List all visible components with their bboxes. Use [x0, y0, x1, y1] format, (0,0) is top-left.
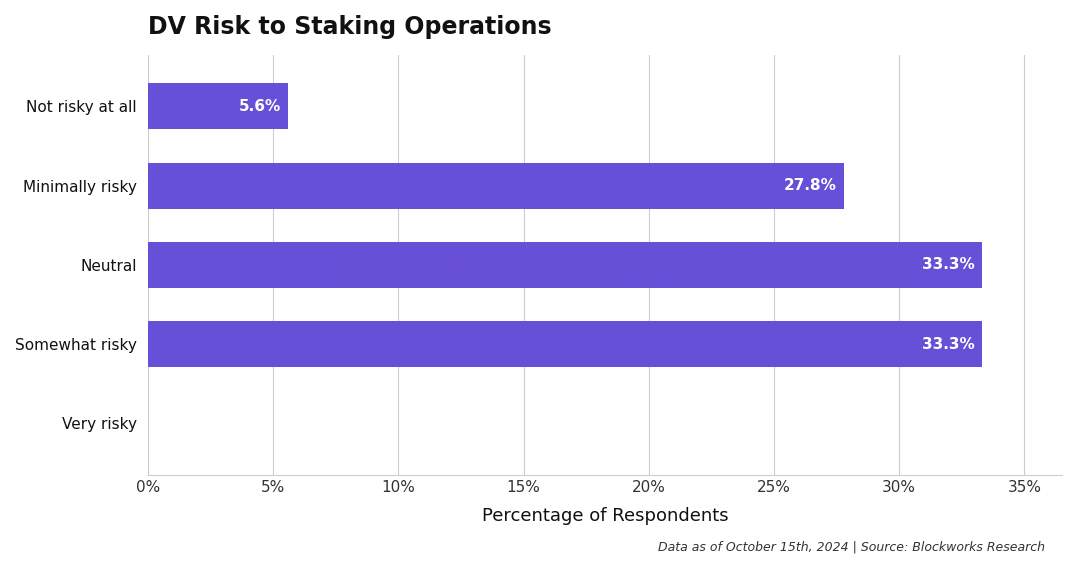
Text: Data as of October 15th, 2024 | Source: Blockworks Research: Data as of October 15th, 2024 | Source: … [658, 541, 1045, 554]
Text: 5.6%: 5.6% [238, 99, 281, 114]
X-axis label: Percentage of Respondents: Percentage of Respondents [481, 506, 728, 524]
Bar [148, 162, 844, 209]
Text: DV Risk to Staking Operations: DV Risk to Staking Operations [148, 15, 551, 39]
Text: 33.3%: 33.3% [922, 337, 975, 352]
Text: Blockworks® Research: Blockworks® Research [336, 243, 910, 287]
Bar [148, 321, 982, 367]
Text: 33.3%: 33.3% [922, 257, 975, 273]
Bar [148, 83, 289, 129]
Bar [148, 242, 982, 288]
Text: 27.8%: 27.8% [784, 178, 837, 193]
